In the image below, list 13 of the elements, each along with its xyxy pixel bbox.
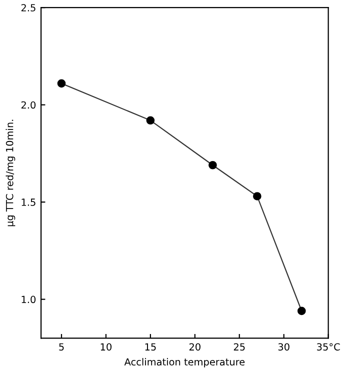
x-tick-label: 20 <box>189 343 200 351</box>
y-tick-label: 2.0 <box>21 101 36 109</box>
x-tick-label: 35°C <box>317 343 340 351</box>
x-tick-label: 5 <box>59 343 64 351</box>
x-tick-label: 15 <box>145 343 156 351</box>
y-tick-label: 1.5 <box>22 198 36 206</box>
x-tick-label: 10 <box>100 343 112 351</box>
y-axis-title: µg TTC red/mg 10min. <box>6 120 16 226</box>
y-tick-label: 1.0 <box>22 296 36 304</box>
y-tick-label: 2.5 <box>21 4 36 12</box>
x-tick-label: 25 <box>234 343 245 351</box>
x-tick-label: 30 <box>278 343 290 351</box>
x-axis-title: Acclimation temperature <box>124 358 245 368</box>
